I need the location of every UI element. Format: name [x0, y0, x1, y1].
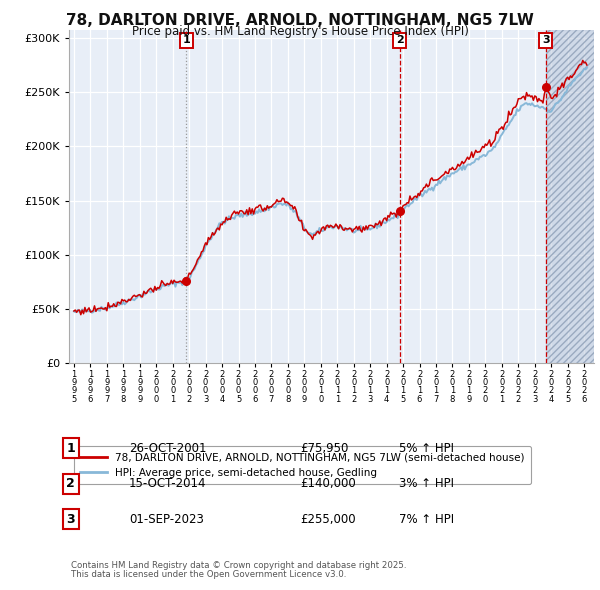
Text: £75,950: £75,950: [300, 442, 349, 455]
Text: This data is licensed under the Open Government Licence v3.0.: This data is licensed under the Open Gov…: [71, 570, 346, 579]
Text: 26-OCT-2001: 26-OCT-2001: [129, 442, 206, 455]
Bar: [546, 30, 594, 363]
Text: £255,000: £255,000: [300, 513, 356, 526]
Text: 5% ↑ HPI: 5% ↑ HPI: [399, 442, 454, 455]
Text: 1: 1: [182, 35, 190, 45]
Text: 7% ↑ HPI: 7% ↑ HPI: [399, 513, 454, 526]
Text: 78, DARLTON DRIVE, ARNOLD, NOTTINGHAM, NG5 7LW: 78, DARLTON DRIVE, ARNOLD, NOTTINGHAM, N…: [66, 13, 534, 28]
Bar: [546, 30, 594, 363]
Legend: 78, DARLTON DRIVE, ARNOLD, NOTTINGHAM, NG5 7LW (semi-detached house), HPI: Avera: 78, DARLTON DRIVE, ARNOLD, NOTTINGHAM, N…: [74, 447, 530, 484]
Text: Price paid vs. HM Land Registry's House Price Index (HPI): Price paid vs. HM Land Registry's House …: [131, 25, 469, 38]
Text: 2: 2: [67, 477, 75, 490]
Text: 15-OCT-2014: 15-OCT-2014: [129, 477, 206, 490]
Text: 01-SEP-2023: 01-SEP-2023: [129, 513, 204, 526]
Text: 3% ↑ HPI: 3% ↑ HPI: [399, 477, 454, 490]
Text: 3: 3: [67, 513, 75, 526]
Text: 3: 3: [542, 35, 550, 45]
Text: £140,000: £140,000: [300, 477, 356, 490]
Text: 2: 2: [396, 35, 404, 45]
Text: Contains HM Land Registry data © Crown copyright and database right 2025.: Contains HM Land Registry data © Crown c…: [71, 560, 406, 570]
Text: 1: 1: [67, 442, 75, 455]
